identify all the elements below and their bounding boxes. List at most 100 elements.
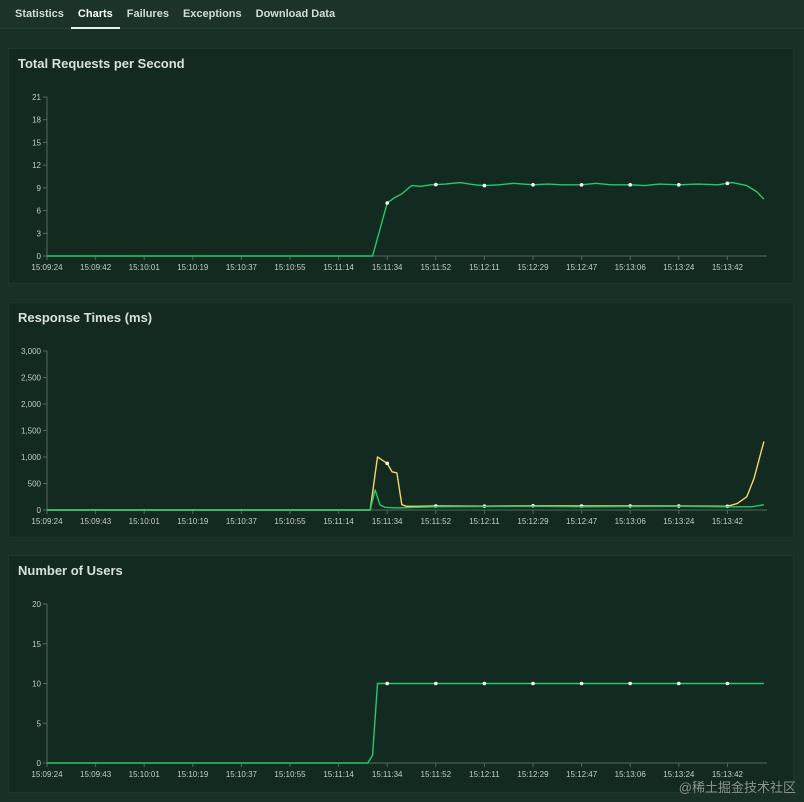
data-point (579, 681, 584, 686)
x-tick-label: 15:11:52 (421, 263, 452, 272)
data-point (385, 201, 390, 205)
tab-bar: Statistics Charts Failures Exceptions Do… (0, 0, 804, 29)
x-tick-label: 15:11:14 (323, 263, 354, 272)
x-tick-label: 15:12:47 (566, 517, 598, 526)
y-tick-label: 3,000 (21, 347, 42, 356)
chart-title: Number of Users (18, 563, 123, 578)
tab-exceptions[interactable]: Exceptions (182, 7, 242, 20)
y-tick-label: 10 (32, 680, 41, 689)
series-line-0 (47, 181, 765, 257)
chart-card-response-times: Response Times (ms) 0 500 1,000 1,500 2,000 2… (8, 302, 794, 538)
y-tick-label: 0 (37, 759, 42, 768)
data-point (482, 183, 487, 188)
x-tick-label: 15:10:37 (226, 517, 258, 526)
series-line-1 (47, 489, 765, 511)
chart-card-users: Number of Users 0 5 10 15 20 15:09:24 15:09:43… (8, 555, 794, 793)
x-tick-label: 15:09:24 (31, 517, 63, 526)
x-tick-label: 15:11:34 (372, 517, 403, 526)
x-tick-label: 15:09:43 (80, 770, 112, 779)
x-tick-label: 15:12:29 (517, 263, 549, 272)
y-tick-label: 6 (37, 207, 42, 216)
data-point (628, 681, 632, 686)
y-tick-label: 1,500 (21, 427, 42, 436)
y-tick-label: 1,000 (21, 453, 42, 462)
data-point (628, 183, 632, 187)
tab-download-data[interactable]: Download Data (255, 7, 336, 20)
y-tick-label: 12 (32, 161, 41, 170)
data-point (434, 681, 438, 686)
data-point (531, 183, 535, 187)
x-tick-label: 15:11:34 (372, 770, 403, 779)
x-tick-label: 15:10:55 (274, 770, 306, 779)
x-tick-label: 15:13:42 (712, 770, 744, 779)
data-point (579, 183, 584, 187)
chart-card-requests: Total Requests per Second 0 3 6 9 12 15 18 21 15… (8, 48, 794, 284)
x-tick-label: 15:10:37 (226, 263, 258, 272)
x-tick-label: 15:13:42 (712, 263, 744, 272)
y-tick-label: 21 (32, 93, 41, 102)
x-tick-label: 15:11:52 (421, 517, 452, 526)
x-tick-label: 15:09:42 (80, 263, 112, 272)
users-chart: 0 5 10 15 20 15:09:24 15:09:43 15:10:01 15:10:19… (31, 600, 767, 779)
x-tick-label: 15:12:11 (469, 263, 500, 272)
x-tick-label: 15:13:24 (663, 770, 695, 779)
data-point (725, 181, 730, 186)
data-point (385, 461, 390, 466)
data-point (385, 681, 390, 686)
x-tick-label: 15:11:52 (421, 770, 452, 779)
x-tick-label: 15:10:55 (274, 517, 306, 526)
tab-statistics[interactable]: Statistics (15, 7, 64, 20)
x-tick-label: 15:12:47 (566, 770, 598, 779)
response-times-chart: 0 500 1,000 1,500 2,000 2,500 3,000 15:09:24 15:… (21, 347, 767, 526)
series-line-0 (47, 441, 765, 511)
watermark: @稀土掘金技术社区 (678, 780, 796, 795)
chart-title: Total Requests per Second (18, 56, 185, 71)
x-tick-label: 15:11:14 (323, 517, 354, 526)
y-tick-label: 500 (28, 480, 42, 489)
tab-failures[interactable]: Failures (126, 7, 169, 20)
y-tick-label: 15 (32, 138, 41, 147)
tab-charts[interactable]: Charts (70, 0, 120, 29)
x-tick-label: 15:13:42 (712, 517, 744, 526)
x-tick-label: 15:10:19 (177, 263, 209, 272)
y-tick-label: 9 (37, 184, 42, 193)
x-tick-label: 15:10:01 (129, 263, 161, 272)
x-tick-label: 15:11:34 (372, 263, 403, 272)
x-tick-label: 15:12:11 (469, 517, 500, 526)
data-point (725, 681, 730, 686)
y-tick-label: 3 (37, 229, 42, 238)
data-point (531, 681, 535, 686)
series-line-0 (47, 682, 764, 764)
y-tick-label: 5 (37, 719, 42, 728)
x-tick-label: 15:10:01 (129, 517, 161, 526)
x-tick-label: 15:11:14 (323, 770, 354, 779)
x-tick-label: 15:13:24 (663, 517, 695, 526)
x-tick-label: 15:10:01 (129, 770, 161, 779)
x-tick-label: 15:10:19 (177, 770, 209, 779)
x-tick-label: 15:10:55 (274, 263, 306, 272)
y-tick-label: 0 (37, 506, 42, 515)
chart-title: Response Times (ms) (18, 310, 153, 325)
data-point (434, 182, 438, 187)
x-tick-label: 15:10:37 (226, 770, 258, 779)
x-tick-label: 15:12:11 (469, 770, 500, 779)
data-point (677, 681, 681, 686)
data-point (482, 681, 487, 686)
y-tick-label: 18 (32, 116, 41, 125)
requests-chart: 0 3 6 9 12 15 18 21 15:09:24 15:09:42 15:10:01 15:1… (31, 93, 767, 272)
x-tick-label: 15:09:24 (31, 770, 63, 779)
data-point (677, 183, 681, 187)
x-tick-label: 15:12:29 (517, 770, 549, 779)
y-tick-label: 0 (37, 252, 42, 261)
y-tick-label: 15 (32, 640, 41, 649)
y-tick-label: 20 (32, 600, 41, 609)
x-tick-label: 15:12:47 (566, 263, 598, 272)
x-tick-label: 15:13:06 (615, 770, 647, 779)
x-tick-label: 15:13:06 (615, 517, 647, 526)
x-tick-label: 15:09:43 (80, 517, 112, 526)
y-tick-label: 2,000 (21, 400, 42, 409)
x-tick-label: 15:10:19 (177, 517, 209, 526)
x-tick-label: 15:09:24 (31, 263, 63, 272)
x-tick-label: 15:13:06 (615, 263, 647, 272)
x-tick-label: 15:13:24 (663, 263, 695, 272)
